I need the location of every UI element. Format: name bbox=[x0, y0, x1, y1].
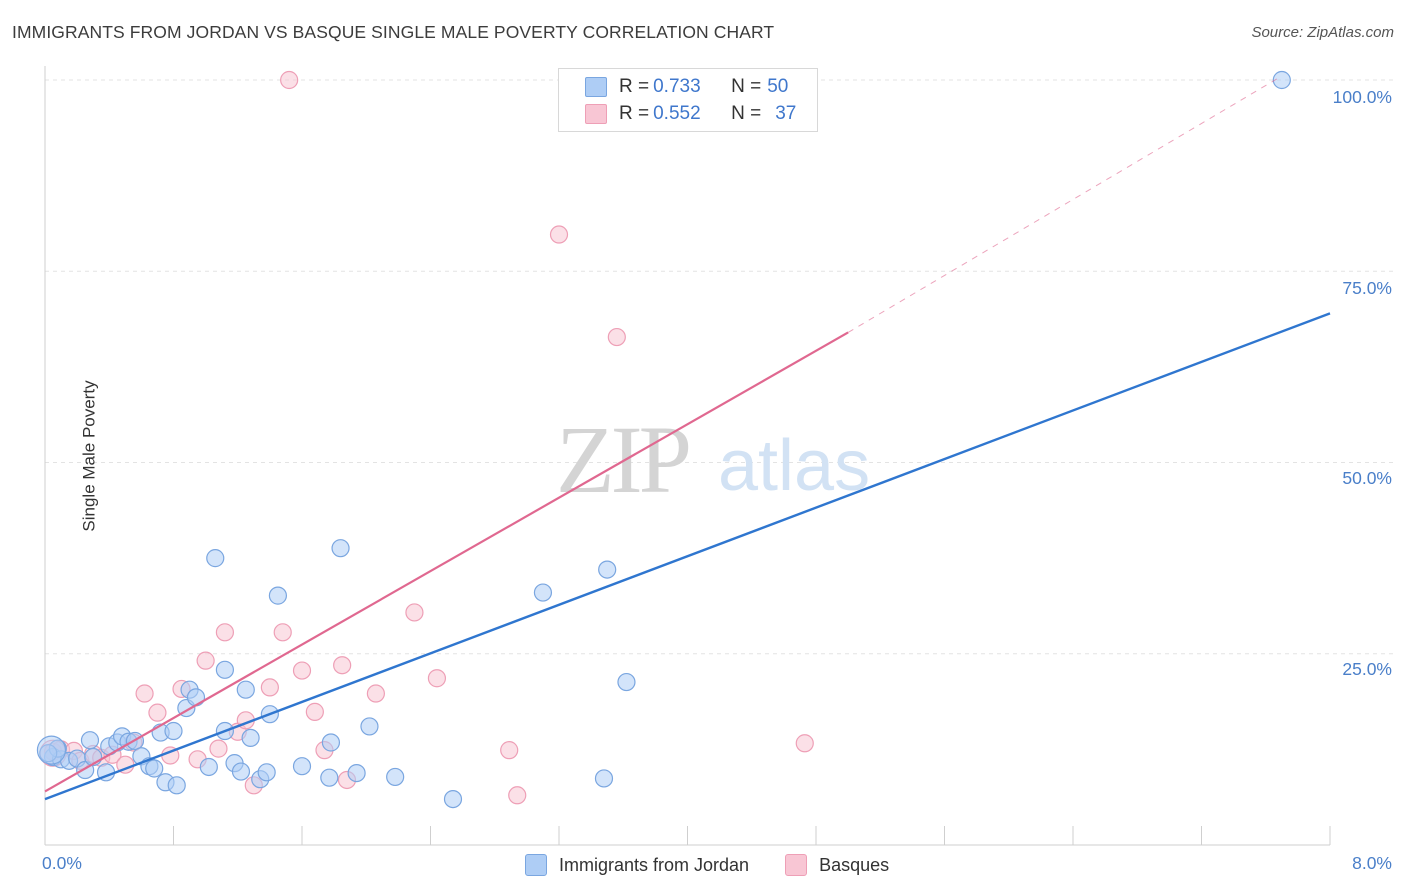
data-point-basques bbox=[215, 623, 234, 642]
data-point-jordan bbox=[320, 768, 339, 787]
data-point-jordan bbox=[598, 560, 617, 579]
data-point-basques bbox=[148, 703, 167, 722]
x-tick-label: 0.0% bbox=[42, 853, 82, 873]
data-point-basques bbox=[366, 684, 385, 703]
legend-swatch-pink bbox=[585, 104, 607, 124]
data-point-jordan bbox=[268, 586, 288, 605]
data-point-jordan bbox=[331, 539, 350, 558]
data-point-jordan bbox=[206, 549, 225, 568]
data-point-basques bbox=[405, 603, 424, 622]
legend-r-label: R = bbox=[619, 76, 650, 97]
legend-label-basques: Basques bbox=[819, 854, 890, 875]
data-point-basques bbox=[795, 734, 814, 753]
data-point-jordan bbox=[617, 672, 636, 692]
data-point-jordan bbox=[80, 731, 100, 750]
data-point-basques bbox=[135, 684, 154, 703]
data-point-basques bbox=[607, 327, 626, 347]
legend-row-basques: R = 0.552 N = 37 bbox=[585, 101, 796, 127]
trend-lines bbox=[44, 76, 1331, 801]
data-point-jordan bbox=[236, 680, 255, 699]
legend-n-value: 50 bbox=[767, 76, 789, 97]
data-point-jordan bbox=[215, 660, 234, 679]
y-tick-label: 100.0% bbox=[1332, 87, 1392, 107]
legend-row-jordan: R = 0.733 N = 50 bbox=[585, 74, 788, 100]
data-point-basques bbox=[427, 669, 447, 688]
data-point-jordan bbox=[241, 728, 260, 748]
y-tick-label: 25.0% bbox=[1342, 659, 1392, 679]
legend-item-basques[interactable]: Basques bbox=[785, 854, 889, 876]
data-point-jordan bbox=[199, 757, 218, 777]
axes bbox=[44, 66, 1331, 846]
data-point-jordan bbox=[36, 735, 67, 765]
data-point-jordan bbox=[167, 776, 186, 795]
data-point-basques bbox=[305, 702, 324, 721]
data-point-jordan bbox=[594, 769, 614, 788]
data-point-basques bbox=[549, 225, 569, 244]
legend-stats: R = 0.733 N = 50 R = 0.552 N = 37 bbox=[558, 68, 818, 132]
data-point-basques bbox=[280, 70, 299, 90]
source-label: Source: ZipAtlas.com bbox=[1251, 24, 1394, 41]
legend-n-label: N = bbox=[731, 76, 762, 97]
legend-item-jordan[interactable]: Immigrants from Jordan bbox=[525, 854, 749, 876]
data-point-jordan bbox=[360, 717, 379, 736]
data-point-jordan bbox=[347, 763, 366, 783]
data-point-jordan bbox=[145, 759, 164, 778]
data-point-basques bbox=[196, 651, 215, 670]
y-axis-label: Single Male Poverty bbox=[79, 380, 99, 532]
data-point-jordan bbox=[533, 583, 553, 602]
data-point-jordan bbox=[231, 762, 251, 781]
legend-swatch-blue bbox=[585, 77, 607, 97]
data-point-basques bbox=[292, 661, 312, 680]
trend-line-basques bbox=[44, 331, 849, 793]
trend-line-jordan bbox=[44, 312, 1331, 801]
data-point-jordan bbox=[257, 763, 276, 782]
data-point-jordan bbox=[1272, 70, 1291, 90]
watermark: ZIP atlas bbox=[556, 406, 870, 513]
trend-line-basques-extrapolated bbox=[847, 76, 1281, 333]
data-point-basques bbox=[500, 741, 519, 760]
data-point-jordan bbox=[292, 757, 312, 776]
data-point-jordan bbox=[443, 789, 463, 809]
watermark-zip: ZIP bbox=[556, 406, 689, 513]
legend-r-value: 0.552 bbox=[653, 103, 701, 124]
legend-r-label: R = bbox=[619, 103, 650, 124]
legend-label-jordan: Immigrants from Jordan bbox=[559, 854, 750, 875]
data-point-basques bbox=[508, 786, 527, 805]
data-point-basques bbox=[273, 623, 292, 642]
legend-series: Immigrants from Jordan Basques bbox=[525, 852, 925, 878]
legend-swatch-pink bbox=[785, 854, 808, 876]
legend-n-label: N = bbox=[731, 103, 762, 124]
watermark-atlas: atlas bbox=[718, 426, 870, 506]
y-tick-label: 75.0% bbox=[1342, 278, 1392, 298]
legend-r-value: 0.733 bbox=[653, 76, 701, 97]
legend-swatch-blue bbox=[525, 854, 547, 876]
legend-n-value: 37 bbox=[775, 103, 797, 124]
data-point-jordan bbox=[164, 721, 183, 741]
data-point-basques bbox=[209, 739, 228, 758]
data-point-jordan bbox=[321, 733, 341, 752]
data-point-basques bbox=[333, 656, 352, 675]
chart-title: IMMIGRANTS FROM JORDAN VS BASQUE SINGLE … bbox=[12, 22, 775, 42]
data-point-basques bbox=[260, 678, 279, 697]
data-point-jordan bbox=[186, 688, 206, 707]
series-basques-points bbox=[39, 70, 814, 805]
x-tick-label: 8.0% bbox=[1352, 853, 1392, 873]
data-point-jordan bbox=[386, 767, 405, 787]
y-tick-label: 50.0% bbox=[1342, 468, 1392, 488]
